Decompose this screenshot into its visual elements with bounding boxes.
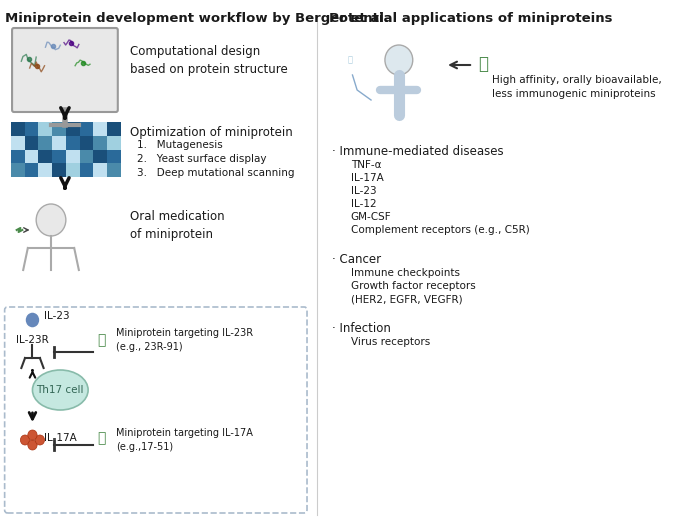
Circle shape — [28, 430, 37, 440]
Circle shape — [25, 312, 40, 328]
Bar — [79, 122, 93, 136]
Text: Immune checkpoints: Immune checkpoints — [351, 268, 460, 278]
FancyBboxPatch shape — [12, 28, 118, 112]
Text: GM-CSF: GM-CSF — [351, 212, 391, 222]
Bar — [66, 122, 79, 136]
Text: Optimization of miniprotein: Optimization of miniprotein — [130, 126, 292, 139]
Bar — [107, 150, 121, 163]
Bar — [107, 136, 121, 150]
Bar — [79, 150, 93, 163]
Bar — [38, 150, 52, 163]
Bar — [11, 150, 25, 163]
Text: (HER2, EGFR, VEGFR): (HER2, EGFR, VEGFR) — [351, 294, 462, 304]
Bar — [11, 136, 25, 150]
Text: Oral medication
of miniprotein: Oral medication of miniprotein — [130, 210, 225, 241]
Bar — [93, 122, 107, 136]
Text: 🧬: 🧬 — [97, 431, 105, 445]
Text: · Cancer: · Cancer — [332, 253, 381, 266]
Text: · Immune-mediated diseases: · Immune-mediated diseases — [332, 145, 503, 158]
Circle shape — [385, 45, 413, 75]
Text: IL-23: IL-23 — [44, 311, 69, 321]
Text: 🧬: 🧬 — [477, 55, 488, 73]
Text: Th17 cell: Th17 cell — [36, 385, 84, 395]
Bar — [66, 163, 79, 177]
Text: 3.   Deep mutational scanning: 3. Deep mutational scanning — [137, 168, 295, 178]
Circle shape — [36, 204, 66, 236]
Text: Computational design
based on protein structure: Computational design based on protein st… — [130, 45, 288, 76]
Bar — [11, 163, 25, 177]
Text: Potential applications of miniproteins: Potential applications of miniproteins — [329, 12, 613, 25]
Circle shape — [28, 440, 37, 450]
Bar — [79, 136, 93, 150]
Text: Complement receptors (e.g., C5R): Complement receptors (e.g., C5R) — [351, 225, 530, 235]
Text: 2.   Yeast surface display: 2. Yeast surface display — [137, 154, 266, 164]
Bar — [11, 122, 25, 136]
Bar — [38, 136, 52, 150]
Text: Miniprotein development workflow by Berger et al.: Miniprotein development workflow by Berg… — [5, 12, 389, 25]
Text: Growth factor receptors: Growth factor receptors — [351, 281, 475, 291]
Bar — [25, 163, 38, 177]
Text: Miniprotein targeting IL-17A
(e.g.,17-51): Miniprotein targeting IL-17A (e.g.,17-51… — [116, 428, 253, 451]
Bar — [93, 136, 107, 150]
Text: IL-23: IL-23 — [351, 186, 376, 196]
Bar — [38, 163, 52, 177]
Bar — [93, 150, 107, 163]
Bar — [52, 122, 66, 136]
Bar — [79, 163, 93, 177]
Bar — [25, 122, 38, 136]
Bar — [66, 136, 79, 150]
Bar — [107, 122, 121, 136]
Text: TNF-α: TNF-α — [351, 160, 381, 170]
Circle shape — [35, 435, 45, 445]
Text: 1.   Mutagenesis: 1. Mutagenesis — [137, 140, 223, 150]
Bar — [52, 163, 66, 177]
Bar — [52, 136, 66, 150]
Text: IL-17A: IL-17A — [44, 433, 76, 443]
Bar — [93, 163, 107, 177]
Bar — [25, 136, 38, 150]
Text: Virus receptors: Virus receptors — [351, 337, 430, 347]
Text: 🧬: 🧬 — [97, 333, 105, 347]
Ellipse shape — [32, 370, 88, 410]
Text: Miniprotein targeting IL-23R
(e.g., 23R-91): Miniprotein targeting IL-23R (e.g., 23R-… — [116, 329, 253, 352]
Bar — [25, 150, 38, 163]
Circle shape — [21, 435, 29, 445]
Bar — [38, 122, 52, 136]
Text: High affinity, orally bioavailable,
less immunogenic miniproteins: High affinity, orally bioavailable, less… — [492, 75, 661, 99]
Bar — [107, 163, 121, 177]
Text: ⬛: ⬛ — [348, 55, 353, 64]
Bar — [52, 150, 66, 163]
Text: · Infection: · Infection — [332, 322, 391, 335]
Text: IL-23R: IL-23R — [16, 335, 49, 345]
Bar — [66, 150, 79, 163]
Text: IL-17A: IL-17A — [351, 173, 384, 183]
Text: IL-12: IL-12 — [351, 199, 376, 209]
